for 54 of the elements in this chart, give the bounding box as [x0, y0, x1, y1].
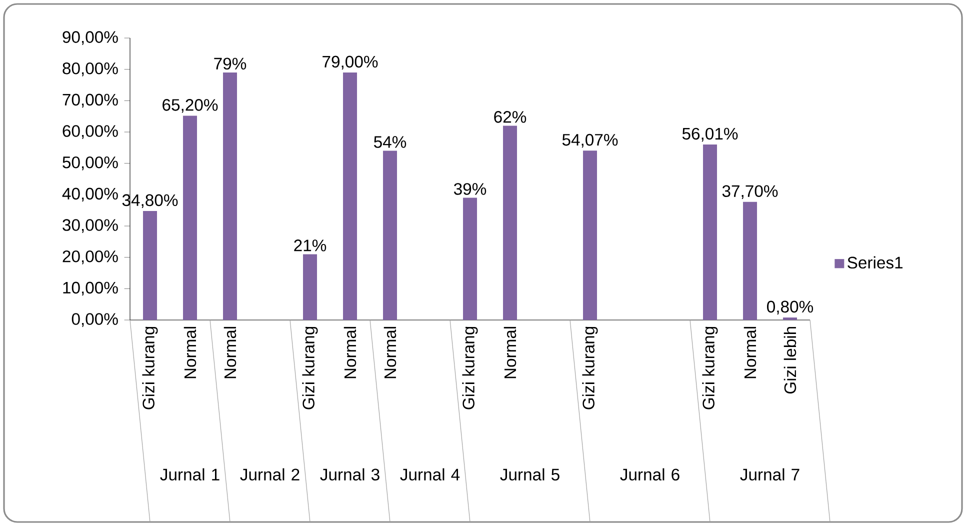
data-label: 79%	[214, 58, 246, 70]
y-tick-label: 50,00%	[62, 156, 118, 170]
x-tick-label: Normal	[744, 326, 756, 378]
y-tick-label: 0,00%	[72, 313, 118, 327]
x-tick-label: Normal	[184, 326, 196, 378]
x-tick-label: Gizi kurang	[702, 326, 718, 410]
bar	[703, 144, 718, 320]
bar	[463, 198, 478, 320]
x-tick-label: Gizi kurang	[302, 326, 318, 410]
text: Jurnal 4	[400, 468, 460, 481]
bar	[383, 150, 398, 320]
bar	[183, 116, 198, 320]
x-tick-label: Gizi kurang	[582, 326, 598, 410]
text: Jurnal 2	[240, 468, 300, 481]
data-label: 62%	[494, 111, 526, 123]
data-label: 39%	[454, 183, 486, 195]
data-label: 21%	[294, 240, 326, 252]
data-label: 37,70%	[722, 185, 778, 199]
y-tick-label: 60,00%	[62, 125, 118, 139]
text: Jurnal 3	[320, 468, 380, 481]
data-label: 0,80%	[767, 300, 814, 315]
text: Jurnal 5	[500, 468, 560, 481]
data-label: 54%	[374, 136, 406, 148]
y-tick-label: 70,00%	[62, 94, 118, 108]
y-tick-label: 30,00%	[62, 219, 118, 233]
y-tick-label: 20,00%	[62, 250, 118, 264]
data-label: 56,01%	[682, 128, 738, 142]
bar	[143, 210, 158, 320]
text: Jurnal 1	[160, 468, 220, 481]
bar	[503, 126, 518, 320]
data-label: 54,07%	[562, 134, 618, 148]
legend-label: Series1	[848, 256, 903, 269]
x-tick-label: Gizi kurang	[142, 326, 158, 410]
y-tick-label: 80,00%	[62, 62, 118, 76]
x-tick-label: Normal	[344, 326, 356, 378]
data-label: 34,80%	[122, 194, 178, 208]
bar	[223, 72, 238, 320]
data-label: 65,20%	[162, 99, 218, 113]
bar	[343, 72, 358, 320]
x-tick-label: Gizi kurang	[462, 326, 478, 410]
y-tick-label: 10,00%	[63, 282, 118, 296]
text: Jurnal 7	[740, 468, 800, 481]
text: Jurnal 6	[620, 468, 680, 481]
x-tick-label: Normal	[384, 326, 396, 378]
x-tick-label: Normal	[504, 326, 516, 378]
data-label: 79,00%	[322, 56, 378, 70]
bar	[583, 150, 598, 320]
x-tick-label: Gizi lebih	[784, 326, 796, 394]
bar	[303, 254, 318, 320]
y-tick-label: 90,00%	[62, 31, 118, 45]
y-tick-label: 40,00%	[62, 188, 118, 202]
bar	[783, 317, 798, 320]
x-tick-label: Normal	[224, 326, 236, 378]
bar	[743, 202, 758, 320]
